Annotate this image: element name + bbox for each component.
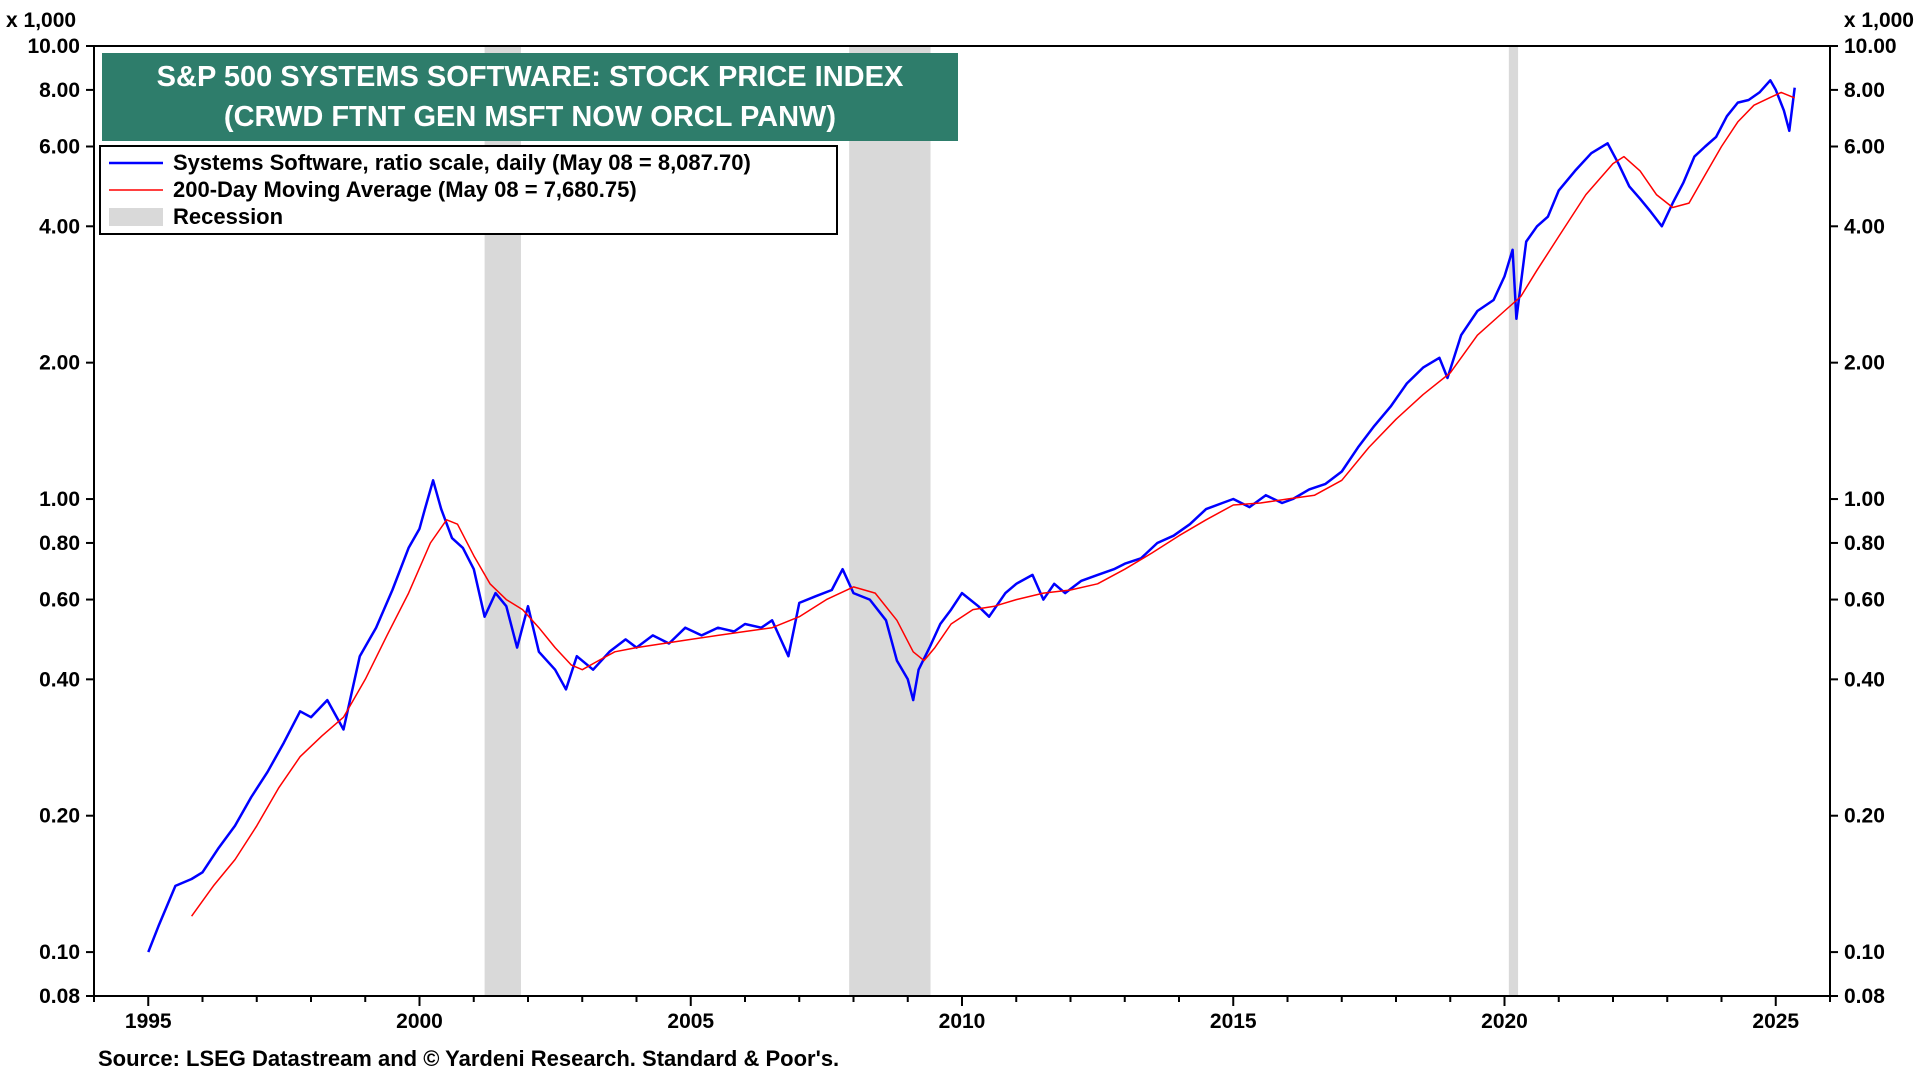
y-unit-label-left: x 1,000 <box>6 9 76 32</box>
series-line-systems-software <box>147 79 1796 953</box>
y-tick-label-left: 6.00 <box>39 136 80 159</box>
chart-title-line2: (CRWD FTNT GEN MSFT NOW ORCL PANW) <box>223 101 837 133</box>
legend-label-series1: Systems Software, ratio scale, daily (Ma… <box>173 150 751 175</box>
legend-item-series1: Systems Software, ratio scale, daily (Ma… <box>109 150 751 176</box>
y-tick-label-right: 2.00 <box>1844 352 1885 375</box>
recession-band-1 <box>849 46 931 996</box>
y-tick-label-right: 0.10 <box>1844 941 1885 964</box>
legend-label-recession: Recession <box>173 204 284 229</box>
y-tick-label-left: 2.00 <box>39 352 80 375</box>
chart-title-box: S&P 500 SYSTEMS SOFTWARE: STOCK PRICE IN… <box>102 53 958 141</box>
x-tick-label: 2005 <box>667 1010 714 1033</box>
y-axis-right: 0.08 0.10 0.20 0.40 0.60 0.80 1.00 2.00 4.00 6.00… <box>1830 35 1897 1008</box>
y-tick-label-left: 0.40 <box>39 668 80 691</box>
x-tick-label: 2015 <box>1210 1010 1257 1033</box>
legend-swatch-series1 <box>109 161 163 165</box>
y-tick-label-right: 8.00 <box>1844 79 1885 102</box>
series-line-200-day-ma <box>190 91 1795 917</box>
y-tick-label-right: 0.60 <box>1844 589 1885 612</box>
recession-band-2 <box>1508 46 1519 996</box>
y-tick-label-left: 4.00 <box>39 215 80 238</box>
y-tick-label-left: 0.20 <box>39 805 80 828</box>
y-tick-label-right: 6.00 <box>1844 136 1885 159</box>
x-tick-label: 2010 <box>939 1010 986 1033</box>
x-tick-label: 2020 <box>1481 1010 1528 1033</box>
y-tick-label-right: 10.00 <box>1844 35 1897 58</box>
y-tick-label-right: 1.00 <box>1844 488 1885 511</box>
y-tick-label-left: 0.08 <box>39 985 80 1008</box>
x-tick-label: 1995 <box>125 1010 172 1033</box>
x-axis: 1995 2000 2005 2010 2015 2020 2025 <box>93 996 1831 1033</box>
legend: Systems Software, ratio scale, daily (Ma… <box>99 145 838 235</box>
chart-title-line1: S&P 500 SYSTEMS SOFTWARE: STOCK PRICE IN… <box>156 61 904 93</box>
series-lines <box>147 79 1796 953</box>
legend-label-series2: 200-Day Moving Average (May 08 = 7,680.7… <box>173 177 637 202</box>
legend-swatch-recession <box>109 208 163 226</box>
y-unit-label-right: x 1,000 <box>1844 9 1914 32</box>
y-tick-label-left: 0.10 <box>39 941 80 964</box>
y-tick-label-left: 8.00 <box>39 79 80 102</box>
y-tick-label-right: 0.80 <box>1844 532 1885 555</box>
legend-item-recession: Recession <box>109 204 283 230</box>
y-tick-label-right: 4.00 <box>1844 215 1885 238</box>
source-note: Source: LSEG Datastream and © Yardeni Re… <box>98 1046 840 1071</box>
y-tick-label-left: 0.60 <box>39 589 80 612</box>
y-tick-label-left: 10.00 <box>27 35 80 58</box>
y-tick-label-left: 1.00 <box>39 488 80 511</box>
y-axis-left: 0.08 0.10 0.20 0.40 0.60 0.80 1.00 2.00 4.00 6.00… <box>27 35 94 1008</box>
y-tick-label-right: 0.20 <box>1844 805 1885 828</box>
legend-swatch-series2 <box>109 189 163 191</box>
legend-item-series2: 200-Day Moving Average (May 08 = 7,680.7… <box>109 177 637 203</box>
x-tick-label: 2000 <box>396 1010 443 1033</box>
y-tick-label-right: 0.08 <box>1844 985 1885 1008</box>
y-tick-label-right: 0.40 <box>1844 668 1885 691</box>
y-tick-label-left: 0.80 <box>39 532 80 555</box>
x-tick-label: 2025 <box>1752 1010 1799 1033</box>
